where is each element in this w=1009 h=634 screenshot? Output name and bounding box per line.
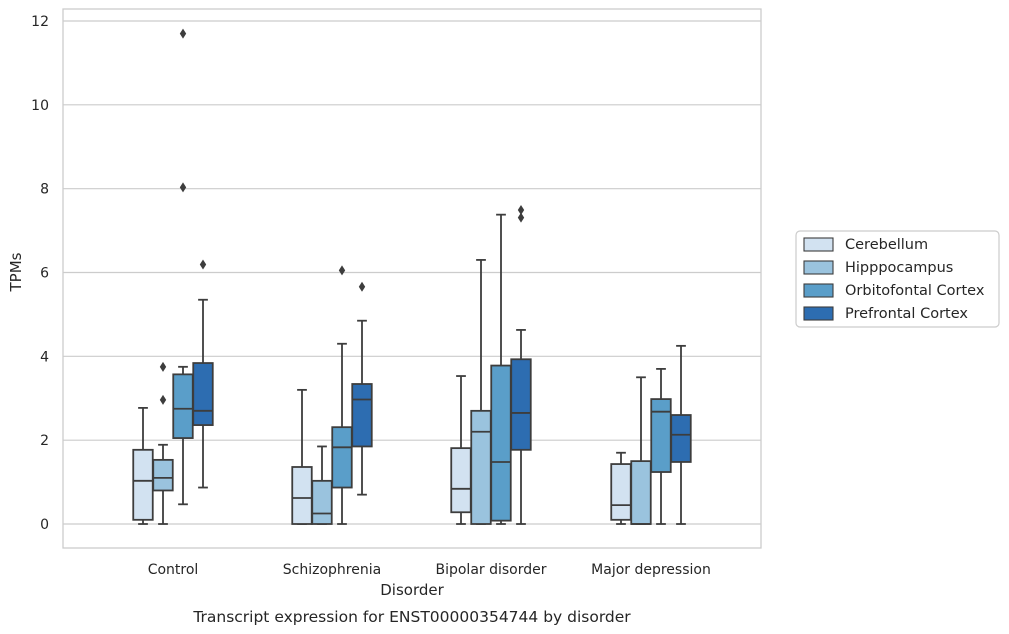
box-body (351, 383, 373, 448)
box-orbitofontal-cortex (331, 265, 353, 525)
box-cerebellum (450, 375, 472, 525)
outlier-point (199, 259, 207, 270)
y-axis-ticks: 0 2 4 6 8 10 12 (31, 14, 49, 533)
x-tick-label: Control (148, 562, 199, 578)
outlier-point (179, 182, 187, 193)
box-body (470, 409, 492, 525)
legend-swatch (803, 283, 834, 298)
legend-swatch (803, 237, 834, 252)
legend-frame (795, 230, 1000, 328)
x-tick-label: Major depression (591, 562, 711, 578)
outlier-point (179, 28, 187, 39)
box-orbitofontal-cortex (172, 28, 194, 506)
box-body (670, 414, 692, 463)
x-axis-ticks: Control Schizophrenia Bipolar disorder Majo… (148, 562, 711, 578)
outlier-point (159, 361, 167, 372)
box-prefrontal-cortex (670, 344, 692, 525)
box-orbitofontal-cortex (650, 368, 672, 525)
y-tick-label-4: 4 (40, 349, 49, 365)
box-body (192, 362, 214, 426)
y-tick-label-8: 8 (40, 182, 49, 198)
y-tick-label-6: 6 (40, 266, 49, 282)
outlier-point (159, 394, 167, 405)
box-hipppocampus (470, 259, 492, 525)
box-hipppocampus (630, 376, 652, 525)
outlier-point (338, 265, 346, 276)
x-tick-label: Bipolar disorder (435, 562, 546, 578)
box-body (331, 426, 353, 489)
box-prefrontal-cortex (351, 281, 373, 496)
legend-label: Orbitofontal Cortex (845, 283, 985, 299)
box-hipppocampus (311, 445, 333, 525)
plot-frame (62, 8, 762, 549)
box-body (610, 463, 632, 521)
box-orbitofontal-cortex (490, 213, 512, 525)
box-hipppocampus (152, 361, 174, 525)
box-body (490, 364, 512, 522)
outlier-point (517, 205, 525, 216)
box-prefrontal-cortex (192, 259, 214, 489)
y-axis-label: TPMs (7, 252, 25, 292)
legend-swatch (803, 260, 834, 275)
legend-label: Cerebellum (845, 237, 928, 253)
box-body (510, 358, 532, 451)
box-groups (132, 28, 692, 525)
y-tick-label-0: 0 (40, 517, 49, 533)
box-prefrontal-cortex (510, 205, 532, 525)
box-body (172, 373, 194, 439)
legend-label: Prefrontal Cortex (845, 306, 968, 322)
box-body (311, 479, 333, 525)
box-cerebellum (291, 388, 313, 525)
x-axis-label: Disorder (380, 581, 444, 599)
x-tick-label: Schizophrenia (283, 562, 381, 578)
box-body (650, 398, 672, 473)
box-body (152, 458, 174, 492)
box-body (132, 448, 154, 521)
outlier-point (517, 212, 525, 223)
y-tick-label-2: 2 (40, 433, 49, 449)
chart-caption: Transcript expression for ENST0000035474… (192, 608, 631, 626)
box-body (450, 447, 472, 514)
legend-swatch (803, 306, 834, 321)
box-cerebellum (132, 406, 154, 525)
outlier-point (358, 281, 366, 292)
legend-label: Hipppocampus (845, 260, 953, 276)
box-body (291, 466, 313, 525)
y-tick-label-10: 10 (31, 98, 49, 114)
box-body (630, 460, 652, 525)
y-tick-label-12: 12 (31, 14, 49, 30)
box-cerebellum (610, 451, 632, 525)
grid-lines (63, 20, 761, 525)
legend: Cerebellum Hipppocampus Orbitofontal Corte… (795, 230, 1000, 328)
